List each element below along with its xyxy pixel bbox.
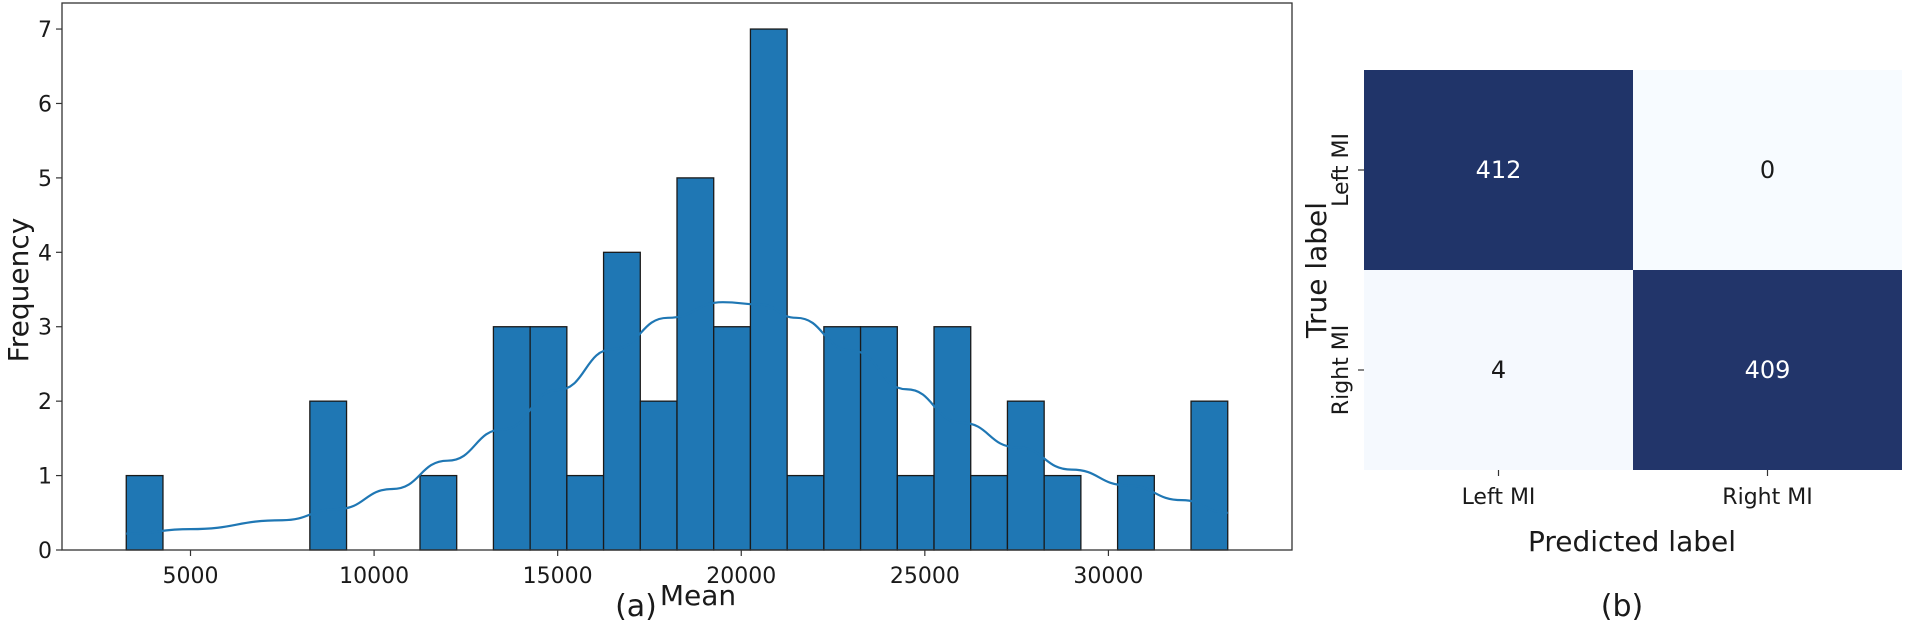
histogram-bars: [125, 28, 1229, 551]
histogram-bar: [970, 474, 1009, 551]
histogram-bar: [1116, 474, 1155, 551]
x-tick-label: 10000: [339, 564, 409, 589]
histogram-x-ticks: 5000 10000 15000 20000 25000 30000: [163, 550, 1143, 589]
histogram-bar: [786, 474, 825, 551]
y-tick-label: 1: [38, 465, 52, 490]
histogram-bar: [713, 326, 752, 551]
x-tick-label: 20000: [706, 564, 776, 589]
x-tick-label: Right MI: [1722, 485, 1812, 510]
histogram-chart: 5000 10000 15000 20000 25000 30000 0 1 2 3 4 5 6 7 M…: [2, 2, 1293, 624]
histogram-bar: [602, 251, 641, 551]
histogram-bar: [566, 474, 605, 551]
histogram-bar: [309, 400, 348, 551]
y-tick-label: 5: [38, 167, 52, 192]
confusion-matrix-cell: [1364, 70, 1633, 270]
x-tick-label: 5000: [163, 564, 219, 589]
histogram-y-axis-label: Frequency: [2, 218, 35, 363]
histogram-bar: [1190, 400, 1229, 551]
y-tick-label: 7: [38, 18, 52, 43]
histogram-x-axis-label: Mean: [660, 579, 736, 612]
histogram-bar: [529, 326, 568, 551]
histogram-bar: [823, 326, 862, 551]
histogram-bar: [859, 326, 898, 551]
histogram-bar: [492, 326, 531, 551]
x-tick-label: 30000: [1073, 564, 1143, 589]
y-tick-label: 3: [38, 316, 52, 341]
y-tick-label: Left MI: [1329, 133, 1354, 207]
kde-curve: [126, 301, 1228, 535]
x-tick-label: Left MI: [1462, 485, 1536, 510]
confusion-matrix-cell: [1633, 270, 1902, 470]
confusion-matrix-chart: 412 0 4 409 Left MI Right MI Left MI Right MI…: [1300, 70, 1902, 624]
histogram-bar: [1043, 474, 1082, 551]
y-tick-label: 2: [38, 390, 52, 415]
histogram-bar: [419, 474, 458, 551]
histogram-bar: [639, 400, 678, 551]
histogram-bar: [125, 474, 164, 551]
histogram-bar: [1006, 400, 1045, 551]
y-tick-label: 4: [38, 241, 52, 266]
y-tick-label: 0: [38, 539, 52, 564]
confusion-matrix-cell-value: 409: [1745, 356, 1791, 384]
y-tick-label: Right MI: [1329, 325, 1354, 415]
confusion-matrix-x-axis-label: Predicted label: [1528, 525, 1736, 558]
confusion-matrix-cell: [1633, 70, 1902, 270]
confusion-matrix-y-axis-label: True label: [1300, 202, 1333, 339]
confusion-matrix-x-ticks: Left MI Right MI: [1462, 470, 1813, 510]
histogram-y-ticks: 0 1 2 3 4 5 6 7: [38, 18, 62, 564]
confusion-matrix-cell-value: 4: [1491, 356, 1506, 384]
histogram-bar: [676, 177, 715, 551]
histogram-bar: [749, 28, 788, 551]
caption-a: (a): [615, 589, 657, 624]
y-tick-label: 6: [38, 92, 52, 117]
histogram-bar: [896, 474, 935, 551]
x-tick-label: 25000: [890, 564, 960, 589]
caption-b: (b): [1601, 589, 1643, 624]
x-tick-label: 15000: [523, 564, 593, 589]
histogram-plot-frame: [61, 2, 1293, 551]
histogram-bar: [933, 326, 972, 551]
confusion-matrix-cell-value: 0: [1760, 156, 1775, 184]
confusion-matrix-y-ticks: Left MI Right MI: [1329, 133, 1364, 415]
confusion-matrix-cell: [1364, 270, 1633, 470]
confusion-matrix-cells: 412 0 4 409: [1364, 70, 1902, 470]
confusion-matrix-cell-value: 412: [1476, 156, 1522, 184]
